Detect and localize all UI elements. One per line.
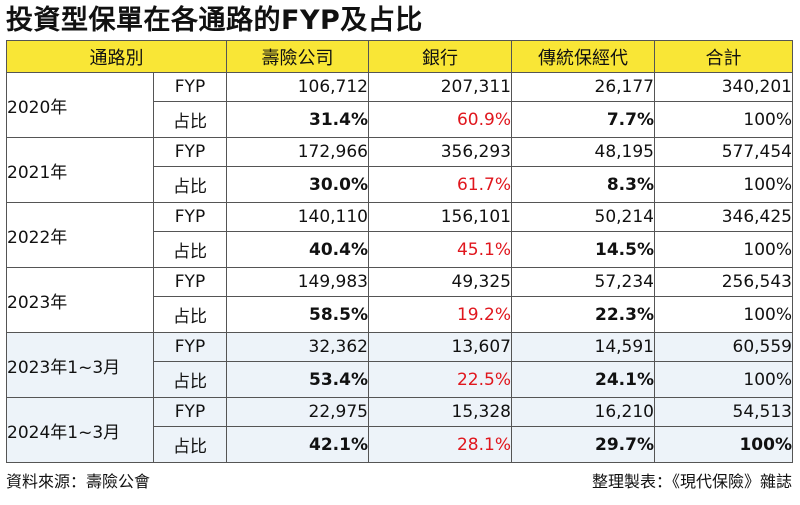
group-2023: 2023年 FYP 149,983 49,325 57,234 256,543 …	[6, 266, 793, 333]
cell-bank: 15,328	[368, 396, 512, 428]
cell-total: 100%	[654, 166, 793, 203]
period-label: 2021年	[6, 137, 154, 203]
table-row: 2020年 FYP 106,712 207,311 26,177 340,201	[6, 71, 793, 138]
fyp-table: 通路別 壽險公司 銀行 傳統保經代 合計 2020年 FYP 106,712 2…	[6, 40, 793, 463]
cell-total: 577,454	[654, 136, 793, 168]
cell-broker: 22.3%	[511, 296, 655, 333]
table-row: 2023年1~3月 FYP 32,362 13,607 14,591 60,55…	[6, 331, 793, 398]
table-row: 2022年 FYP 140,110 156,101 50,214 346,425	[6, 201, 793, 268]
cell-broker: 50,214	[511, 201, 655, 233]
metric-label: 占比	[153, 296, 227, 333]
table-row: 占比 30.0% 61.7% 8.3% 100%	[7, 166, 793, 203]
cell-insurer: 40.4%	[226, 231, 369, 268]
metric-label: FYP	[153, 71, 227, 103]
period-label: 2023年	[6, 267, 154, 333]
metric-label: FYP	[153, 331, 227, 363]
cell-total: 100%	[654, 361, 793, 398]
cell-total: 346,425	[654, 201, 793, 233]
group-2021: 2021年 FYP 172,966 356,293 48,195 577,454…	[6, 136, 793, 203]
cell-insurer: 58.5%	[226, 296, 369, 333]
table-row: 占比 58.5% 19.2% 22.3% 100%	[7, 296, 793, 333]
cell-broker: 8.3%	[511, 166, 655, 203]
group-2023-q1: 2023年1~3月 FYP 32,362 13,607 14,591 60,55…	[6, 331, 793, 398]
table-row: 2024年1~3月 FYP 22,975 15,328 16,210 54,51…	[6, 396, 793, 463]
cell-bank: 28.1%	[368, 426, 512, 463]
cell-bank: 156,101	[368, 201, 512, 233]
table-row: 占比 53.4% 22.5% 24.1% 100%	[7, 361, 793, 398]
period-label: 2020年	[6, 72, 154, 138]
cell-insurer: 22,975	[226, 396, 369, 428]
cell-insurer: 53.4%	[226, 361, 369, 398]
cell-broker: 14,591	[511, 331, 655, 363]
header-insurer: 壽險公司	[226, 40, 369, 73]
table-row: 占比 31.4% 60.9% 7.7% 100%	[7, 101, 793, 138]
cell-broker: 24.1%	[511, 361, 655, 398]
cell-total: 340,201	[654, 71, 793, 103]
cell-total: 100%	[654, 101, 793, 138]
metric-label: FYP	[153, 136, 227, 168]
cell-total: 60,559	[654, 331, 793, 363]
metric-label: 占比	[153, 101, 227, 138]
cell-total: 100%	[654, 426, 793, 463]
cell-broker: 16,210	[511, 396, 655, 428]
period-label: 2023年1~3月	[6, 332, 154, 398]
metric-label: 占比	[153, 166, 227, 203]
source-note: 資料來源：壽險公會	[6, 472, 151, 491]
cell-broker: 14.5%	[511, 231, 655, 268]
page-title: 投資型保單在各通路的FYP及占比	[6, 5, 423, 36]
table-row: 2023年 FYP 149,983 49,325 57,234 256,543	[6, 266, 793, 333]
header-broker: 傳統保經代	[511, 40, 655, 73]
cell-bank: 61.7%	[368, 166, 512, 203]
cell-broker: 57,234	[511, 266, 655, 298]
table-header-row: 通路別 壽險公司 銀行 傳統保經代 合計	[6, 40, 793, 73]
cell-bank: 49,325	[368, 266, 512, 298]
cell-total: 100%	[654, 296, 793, 333]
cell-broker: 7.7%	[511, 101, 655, 138]
table-row: 2021年 FYP 172,966 356,293 48,195 577,454	[6, 136, 793, 203]
cell-insurer: 149,983	[226, 266, 369, 298]
metric-label: 占比	[153, 426, 227, 463]
metric-label: FYP	[153, 396, 227, 428]
table-row: 占比 42.1% 28.1% 29.7% 100%	[7, 426, 793, 463]
cell-total: 256,543	[654, 266, 793, 298]
cell-total: 100%	[654, 231, 793, 268]
metric-label: FYP	[153, 266, 227, 298]
cell-bank: 22.5%	[368, 361, 512, 398]
header-channel: 通路別	[6, 40, 227, 73]
header-total: 合計	[654, 40, 793, 73]
cell-insurer: 32,362	[226, 331, 369, 363]
cell-insurer: 30.0%	[226, 166, 369, 203]
period-label: 2024年1~3月	[6, 397, 154, 463]
cell-bank: 207,311	[368, 71, 512, 103]
cell-bank: 356,293	[368, 136, 512, 168]
table-row: 占比 40.4% 45.1% 14.5% 100%	[7, 231, 793, 268]
cell-insurer: 42.1%	[226, 426, 369, 463]
group-2020: 2020年 FYP 106,712 207,311 26,177 340,201…	[6, 71, 793, 138]
period-label: 2022年	[6, 202, 154, 268]
cell-broker: 26,177	[511, 71, 655, 103]
group-2022: 2022年 FYP 140,110 156,101 50,214 346,425…	[6, 201, 793, 268]
cell-bank: 19.2%	[368, 296, 512, 333]
cell-broker: 48,195	[511, 136, 655, 168]
group-2024-q1: 2024年1~3月 FYP 22,975 15,328 16,210 54,51…	[6, 396, 793, 463]
header-bank: 銀行	[368, 40, 512, 73]
cell-insurer: 172,966	[226, 136, 369, 168]
cell-bank: 13,607	[368, 331, 512, 363]
cell-insurer: 31.4%	[226, 101, 369, 138]
credit-note: 整理製表：《現代保險》雜誌	[591, 472, 792, 491]
cell-bank: 45.1%	[368, 231, 512, 268]
metric-label: FYP	[153, 201, 227, 233]
metric-label: 占比	[153, 361, 227, 398]
cell-broker: 29.7%	[511, 426, 655, 463]
metric-label: 占比	[153, 231, 227, 268]
cell-bank: 60.9%	[368, 101, 512, 138]
cell-insurer: 106,712	[226, 71, 369, 103]
cell-total: 54,513	[654, 396, 793, 428]
cell-insurer: 140,110	[226, 201, 369, 233]
